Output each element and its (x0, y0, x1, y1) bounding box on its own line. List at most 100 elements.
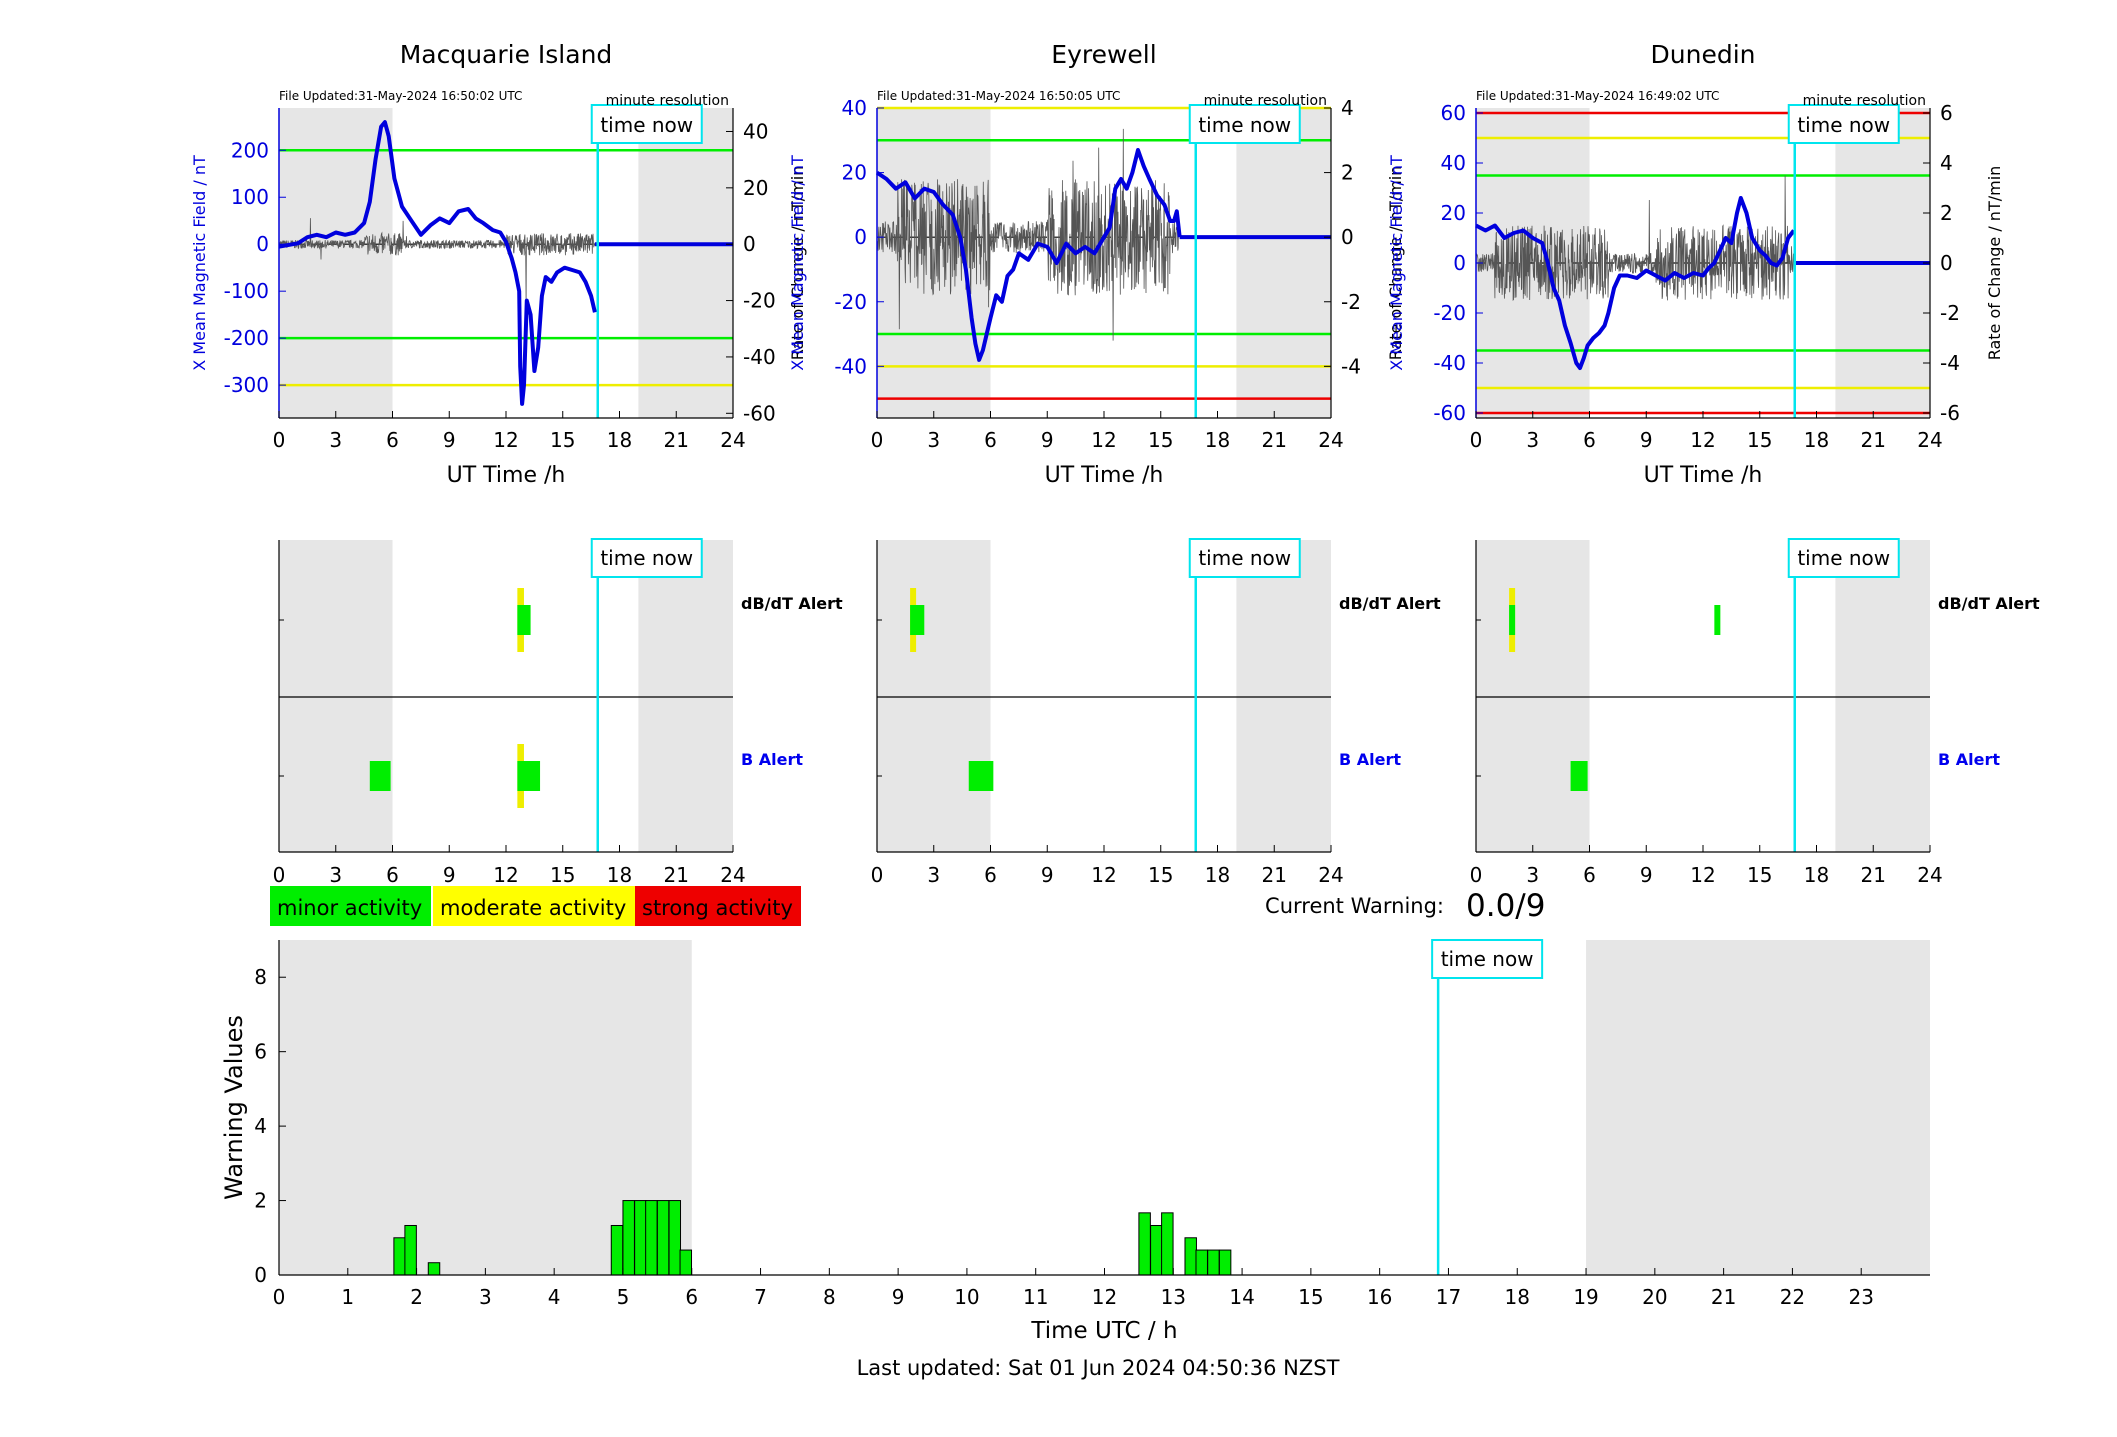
x-tick-label: 12 (1091, 428, 1116, 452)
night-shading (279, 540, 393, 852)
right-tick-label: -4 (1940, 351, 1960, 375)
x-tick-label: 24 (720, 863, 745, 887)
x-tick-label: 15 (1747, 863, 1772, 887)
warning-bar (645, 1200, 658, 1276)
mean-field-line (278, 120, 597, 406)
x-tick-label: 18 (1804, 428, 1829, 452)
warning-bar (1184, 1237, 1197, 1276)
x-tick-label: 15 (550, 863, 575, 887)
alert-bar-b (1570, 761, 1588, 791)
right-axis-label: Rate of Change / nT/min (788, 166, 807, 361)
x-tick-label: 0 (871, 863, 884, 887)
warning-bar (1218, 1249, 1232, 1276)
x-tick-label: 14 (1229, 1285, 1254, 1309)
right-tick-label: -20 (743, 289, 776, 313)
dbdt-alert-label: dB/dT Alert (1339, 594, 1441, 613)
resolution-label: minute resolution (1204, 93, 1327, 109)
right-axis-label: Rate of Change / nT/min (1985, 166, 2004, 361)
alert-plot: time now 0 3 6 9 12 15 18 21 24 dB/dT Alert B Alert (1470, 538, 2040, 887)
last-updated-text: Last updated: Sat 01 Jun 2024 04:50:36 N… (857, 1356, 1340, 1380)
legend-swatch (635, 886, 801, 926)
activity-legend: minor activity moderate activity strong ac… (270, 886, 801, 926)
left-tick-label: 20 (1441, 201, 1466, 225)
left-tick-label: 0 (256, 232, 269, 256)
x-tick-label: 11 (1023, 1285, 1048, 1309)
warning-bar (393, 1237, 406, 1276)
b-alert-label: B Alert (1938, 750, 2000, 769)
x-tick-label: 0 (273, 1285, 286, 1309)
left-tick-label: 60 (1441, 101, 1466, 125)
current-warning-label: Current Warning: (1265, 894, 1444, 918)
alert-bar-b (517, 761, 541, 791)
warning-bar (1195, 1249, 1208, 1276)
legend-label: moderate activity (440, 896, 626, 920)
x-tick-label: 9 (1041, 863, 1054, 887)
legend-swatch (270, 886, 431, 926)
left-tick-label: 0 (1453, 251, 1466, 275)
y-tick-label: 2 (254, 1189, 267, 1213)
right-tick-label: 6 (1940, 101, 1953, 125)
x-tick-label: 24 (1318, 428, 1343, 452)
x-tick-label: 3 (927, 863, 940, 887)
file-updated-text: File Updated:31-May-2024 16:49:02 UTC (1476, 89, 1719, 103)
alert-bar-dbdt (910, 605, 925, 635)
x-tick-label: 6 (984, 863, 997, 887)
right-tick-label: 4 (1341, 96, 1354, 120)
y-axis-label: Warning Values (220, 1015, 248, 1200)
left-axis-label: X Mean Magnetic Field / nT (190, 155, 209, 371)
x-tick-label: 15 (550, 428, 575, 452)
night-shading (877, 540, 991, 852)
x-tick-label: 0 (1470, 428, 1483, 452)
left-tick-label: -300 (224, 373, 269, 397)
x-tick-label: 15 (1298, 1285, 1323, 1309)
b-alert-label: B Alert (741, 750, 803, 769)
time-now-box (1787, 538, 1900, 578)
alert-bar-b (369, 761, 391, 791)
time-now-box (590, 104, 703, 144)
warning-bar (404, 1224, 417, 1276)
x-tick-label: 5 (617, 1285, 630, 1309)
time-now-box (590, 538, 703, 578)
x-tick-label: 19 (1573, 1285, 1598, 1309)
resolution-label: minute resolution (606, 93, 729, 109)
x-tick-label: 21 (664, 863, 689, 887)
x-tick-label: 13 (1161, 1285, 1186, 1309)
time-now-label: time now (600, 546, 693, 570)
warning-bar (610, 1224, 624, 1276)
night-shading (638, 108, 733, 418)
x-tick-label: 9 (1041, 428, 1054, 452)
night-shading (1476, 540, 1590, 852)
x-tick-label: 9 (443, 428, 456, 452)
x-tick-label: 3 (1526, 863, 1539, 887)
right-axis-label: Rate of Change / nT/min (1386, 166, 1405, 361)
x-tick-label: 9 (1640, 428, 1653, 452)
x-tick-label: 6 (1583, 428, 1596, 452)
file-updated-text: File Updated:31-May-2024 16:50:05 UTC (877, 89, 1120, 103)
x-tick-label: 10 (954, 1285, 979, 1309)
x-tick-label: 16 (1367, 1285, 1392, 1309)
x-tick-label: 18 (1205, 428, 1230, 452)
warning-bar (1150, 1224, 1163, 1276)
x-tick-label: 15 (1148, 428, 1173, 452)
y-tick-label: 8 (254, 965, 267, 989)
right-tick-label: -2 (1341, 290, 1361, 314)
time-now-box (1431, 939, 1544, 979)
x-tick-label: 21 (1711, 1285, 1736, 1309)
x-tick-label: 3 (479, 1285, 492, 1309)
station-title: Eyrewell (1051, 40, 1156, 69)
x-tick-label: 0 (273, 428, 286, 452)
x-tick-label: 18 (607, 863, 632, 887)
time-now-label: time now (1198, 546, 1291, 570)
right-tick-label: 20 (743, 176, 768, 200)
x-axis-label: UT Time /h (1045, 463, 1164, 488)
x-tick-label: 12 (493, 863, 518, 887)
left-tick-label: -40 (1433, 351, 1466, 375)
rate-of-change-line (876, 128, 1181, 341)
x-tick-label: 6 (984, 428, 997, 452)
night-shading (1236, 108, 1331, 418)
x-tick-label: 15 (1747, 428, 1772, 452)
time-now-box (1787, 104, 1900, 144)
x-tick-label: 6 (386, 428, 399, 452)
warning-bar (622, 1200, 635, 1276)
